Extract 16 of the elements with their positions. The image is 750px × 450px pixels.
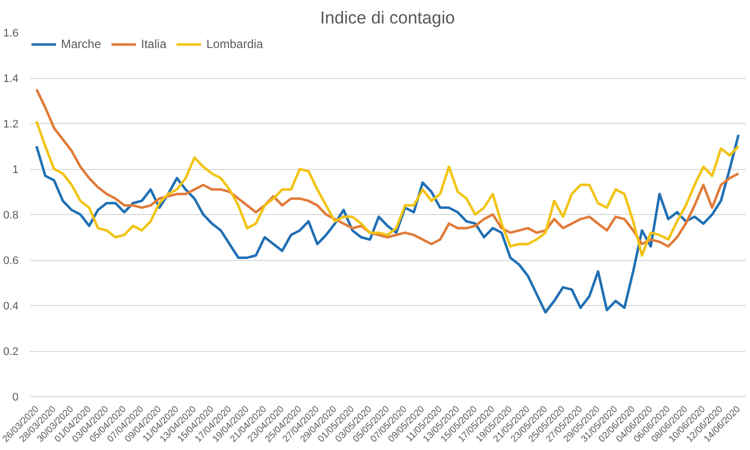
line-series [35,120,740,257]
y-tick-label: 0 [12,392,19,404]
y-tick-label: 1.6 [3,28,19,40]
y-tick-label: 1.2 [3,118,19,130]
y-tick-label: 0.6 [3,255,19,267]
legend-label: Italia [141,37,166,51]
legend-label: Lombardia [206,37,264,51]
y-tick-label: 1 [12,164,19,176]
y-tick-label: 0.4 [3,300,19,312]
y-tick-label: 0.2 [3,346,19,358]
legend-label: Marche [61,37,102,51]
y-tick-label: 0.8 [3,210,19,222]
y-tick-label: 1.4 [3,73,19,85]
chart-title: Indice di contagio [320,8,455,28]
line-series [35,134,740,314]
line-series [35,88,740,248]
